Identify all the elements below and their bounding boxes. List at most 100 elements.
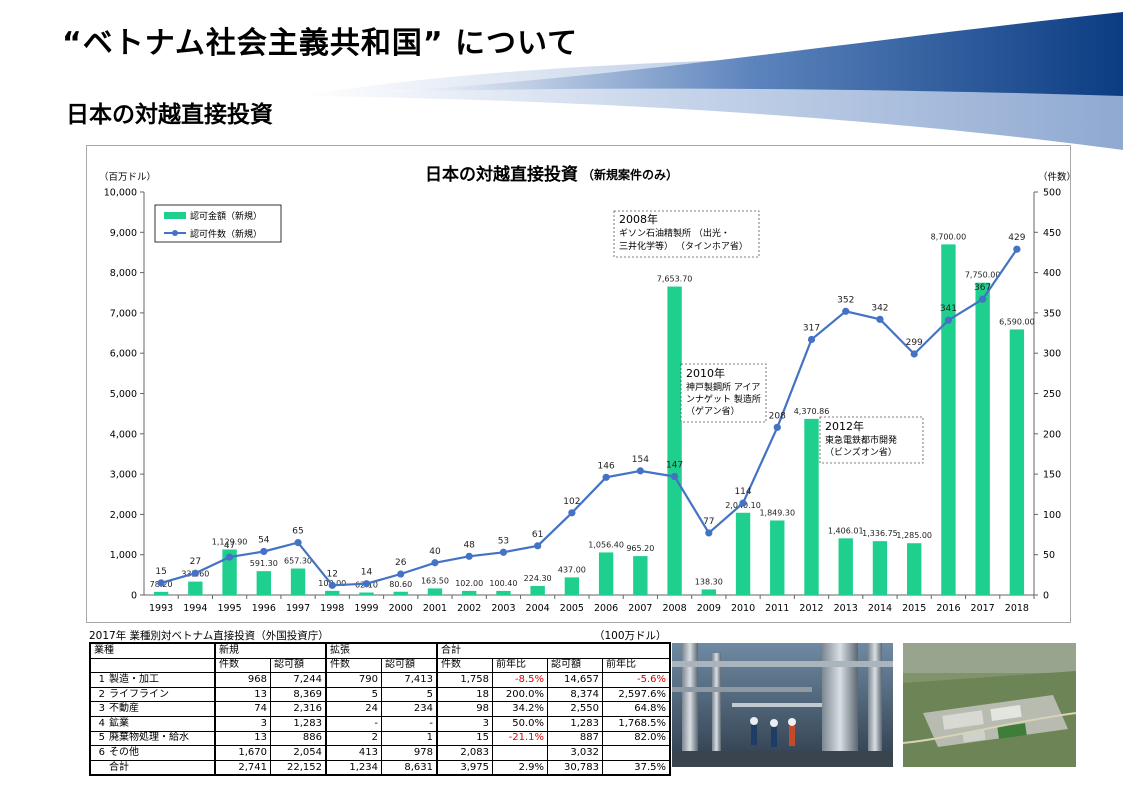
line-point <box>431 559 439 567</box>
total-cell: 8,631 <box>381 759 438 777</box>
table-row: 3 不動産 74 2,316 24 234 98 34.2% 2,550 64.8% <box>89 701 671 717</box>
row-cell: 64.8% <box>602 701 671 717</box>
y-left-tick-label: 8,000 <box>110 268 137 279</box>
line-data-label: 102 <box>563 497 580 507</box>
slide-subtitle: 日本の対越直接投資 <box>66 102 273 128</box>
annotation-text: 三井化学等） （タインホア省） <box>619 240 748 252</box>
row-industry-name: その他 <box>106 745 216 761</box>
bar-investment <box>222 549 237 595</box>
x-tick-label: 2016 <box>936 603 960 614</box>
row-cell: -21.1% <box>492 730 548 747</box>
table-unit: （100万ドル） <box>594 630 667 642</box>
total-cell: 3,975 <box>436 759 493 777</box>
table-row: 4 鉱業 3 1,283- -3 50.0% 1,283 1,768.5% <box>89 715 671 732</box>
row-cell: 7,244 <box>270 672 327 688</box>
table-row: 5 廃棄物処理・給水 13 886 2 1 15 -21.1% 887 82.0% <box>89 730 671 747</box>
subheader-expand-count: 件数 <box>325 657 382 674</box>
subheader-new-amount: 認可額 <box>270 657 327 674</box>
annotation-text: （ビンズオン省） <box>825 446 897 458</box>
row-cell: 790 <box>325 672 382 688</box>
x-tick-label: 1999 <box>354 603 378 614</box>
row-cell: 34.2% <box>492 701 548 717</box>
header-expand: 拡張 <box>325 641 438 659</box>
y-right-tick-label: 100 <box>1043 510 1061 521</box>
line-data-label: 208 <box>769 411 786 421</box>
x-tick-label: 1994 <box>183 603 207 614</box>
row-number: 5 <box>89 730 106 747</box>
line-point <box>670 472 679 481</box>
subheader-expand-amount: 認可額 <box>381 657 438 674</box>
bar-data-label: 591.30 <box>250 559 278 568</box>
total-cell: 2,741 <box>214 759 271 777</box>
line-data-label: 367 <box>974 283 991 293</box>
y-right-tick-label: 50 <box>1043 550 1055 561</box>
x-tick-label: 1998 <box>320 603 344 614</box>
chart-title-note: （新規案件のみ） <box>582 167 678 182</box>
refinery-photo <box>672 643 893 767</box>
line-data-label: 146 <box>598 461 615 471</box>
line-point <box>979 295 987 303</box>
bar-investment <box>188 581 203 595</box>
bar-investment <box>427 588 443 595</box>
bar-data-label: 1,129.90 <box>212 537 248 546</box>
row-cell: - <box>381 715 438 732</box>
x-tick-label: 2004 <box>526 603 550 614</box>
annotation-text: 神戸製鋼所 アイア <box>686 381 760 393</box>
row-cell: 5 <box>325 686 382 703</box>
slide-title: “ベトナム社会主義共和国” について <box>62 26 579 61</box>
bar-investment <box>770 520 785 595</box>
row-cell: 1,283 <box>270 715 327 732</box>
row-industry-name: 製造・加工 <box>106 672 216 688</box>
bar-data-label: 437.00 <box>558 565 586 574</box>
bar-investment <box>667 286 682 595</box>
row-number: 2 <box>89 686 106 703</box>
subheader-total-count: 件数 <box>436 657 493 674</box>
row-cell: 1,670 <box>214 745 271 761</box>
row-cell: 13 <box>214 730 271 747</box>
total-cell: 37.5% <box>602 759 671 777</box>
row-cell: 15 <box>436 730 493 747</box>
annotation-text: ンナゲット 製造所 <box>686 393 761 405</box>
legend-line-label: 認可件数（新規） <box>190 228 262 240</box>
y-left-tick-label: 5,000 <box>110 389 137 400</box>
bar-data-label: 1,406.01 <box>828 526 864 535</box>
bar-investment <box>872 541 888 595</box>
row-industry-name: 廃棄物処理・給水 <box>106 730 216 747</box>
bar-data-label: 657.30 <box>284 557 312 566</box>
bar-investment <box>838 538 853 595</box>
total-cell: 30,783 <box>547 759 603 777</box>
bar-investment <box>1009 329 1025 595</box>
total-cell: 1,234 <box>325 759 382 777</box>
annotation-box <box>819 416 924 464</box>
row-cell: 50.0% <box>492 715 548 732</box>
row-cell: 887 <box>547 730 603 747</box>
row-cell: 98 <box>436 701 493 717</box>
annotation-box <box>613 210 760 258</box>
line-point <box>910 350 918 358</box>
annotation-text: ギソン石油精製所 （出光・ <box>619 227 730 239</box>
line-data-label: 147 <box>666 461 683 471</box>
bar-investment <box>701 589 716 595</box>
line-data-label: 53 <box>498 536 509 546</box>
bar-data-label: 965.20 <box>626 544 654 553</box>
row-cell: 1,283 <box>547 715 603 732</box>
annotation-text: 2008年 <box>619 212 658 226</box>
row-cell: 3,032 <box>547 745 603 761</box>
table-row: 6 その他 1,670 2,054 413 978 2,083 3,032 <box>89 745 671 761</box>
chart-container: 日本の対越直接投資 （新規案件のみ） （百万ドル） （件数） 0 1,000 2,000 3,… <box>86 145 1071 623</box>
annotation-text: 2012年 <box>825 419 864 433</box>
line-point <box>1013 245 1021 253</box>
bar-data-label: 1,849.30 <box>759 508 795 517</box>
bar-data-label: 4,370.86 <box>794 407 830 416</box>
row-cell: 18 <box>436 686 493 703</box>
line-data-label: 15 <box>155 567 166 577</box>
row-cell: 74 <box>214 701 271 717</box>
x-tick-label: 2017 <box>971 603 995 614</box>
line-point <box>260 547 268 556</box>
subheader-total-amount: 認可額 <box>547 657 603 674</box>
row-cell: 413 <box>325 745 382 761</box>
row-cell: -8.5% <box>492 672 548 688</box>
y-right-tick-label: 450 <box>1043 228 1061 239</box>
total-cell: 22,152 <box>270 759 327 777</box>
table-total-row: 合計 2,741 22,152 1,234 8,631 3,975 2.9% 30,783 37… <box>89 759 671 777</box>
